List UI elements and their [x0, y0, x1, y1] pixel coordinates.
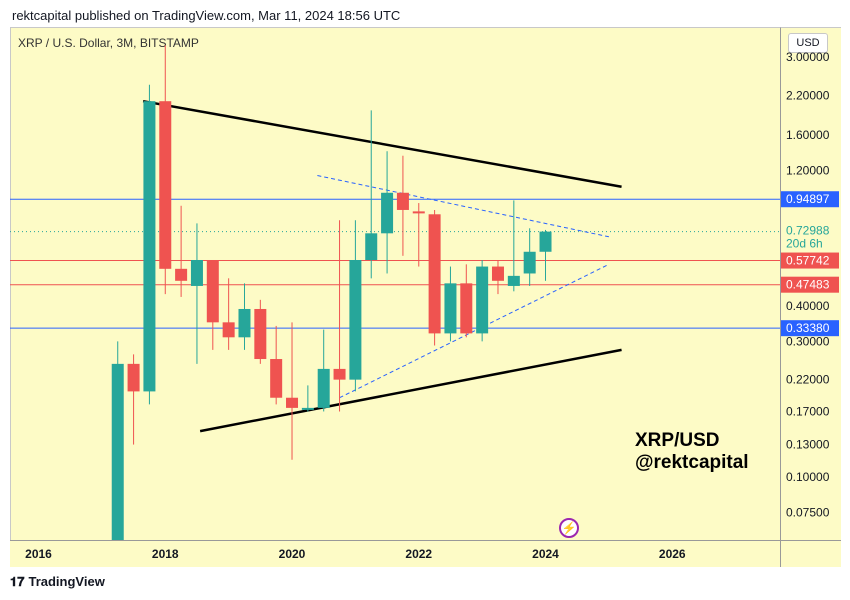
candle-body-15	[349, 259, 362, 380]
level-tag-0: 0.94897	[786, 192, 830, 206]
candle-body-4	[175, 268, 188, 281]
price-tick-7: 0.17000	[786, 404, 830, 418]
level-tag-bg-2	[781, 276, 839, 293]
candle-body-14	[333, 368, 346, 380]
level-tag-2: 0.47483	[786, 278, 830, 292]
candle-body-20	[428, 214, 441, 334]
price-tick-1: 2.20000	[786, 88, 830, 102]
candle-body-22	[460, 283, 473, 334]
tradingview-logo-icon: 𝟏𝟕	[10, 574, 25, 589]
resistance-trendline	[142, 99, 622, 188]
candle-body-5	[190, 259, 203, 286]
candle-body-6	[206, 259, 219, 323]
watermark-line2: @rektcapital	[635, 452, 749, 473]
candle-body-27	[539, 231, 552, 252]
candle-body-3	[159, 101, 172, 269]
chart-pane[interactable]	[10, 27, 781, 541]
candle-body-8	[238, 308, 251, 338]
candle-body-26	[523, 251, 536, 274]
countdown-tag: 20d 6h	[786, 237, 823, 251]
current-tag-bg	[781, 222, 839, 251]
triangle-upper-dashed	[317, 175, 609, 238]
candle-body-21	[444, 283, 457, 334]
candle-body-11	[286, 397, 299, 408]
level-tag-bg-1	[781, 252, 839, 269]
price-tick-4: 0.40000	[786, 299, 830, 313]
time-tick-1: 2018	[152, 547, 179, 561]
time-axis[interactable]	[10, 540, 780, 567]
candle-body-12	[301, 407, 314, 410]
price-tick-10: 0.07500	[786, 505, 830, 519]
triangle-lower-dashed	[339, 263, 610, 399]
price-tick-6: 0.22000	[786, 373, 830, 387]
support-trendline	[199, 348, 622, 433]
lightning-bolt-icon[interactable]: ⚡	[559, 518, 579, 538]
tradingview-footer[interactable]: 𝟏𝟕 TradingView	[10, 574, 105, 590]
level-tag-3: 0.33380	[786, 321, 830, 335]
candle-body-7	[222, 322, 235, 338]
candle-body-25	[507, 275, 520, 286]
time-tick-2: 2020	[279, 547, 306, 561]
candle-body-24	[491, 266, 504, 281]
level-tag-bg-3	[781, 320, 839, 337]
candle-body-9	[254, 308, 267, 360]
symbol-title: XRP / U.S. Dollar, 3M, BITSTAMP	[18, 36, 199, 50]
time-tick-5: 2026	[659, 547, 686, 561]
price-tick-9: 0.10000	[786, 470, 830, 484]
axis-corner	[780, 540, 841, 567]
level-tag-1: 0.57742	[786, 254, 830, 268]
candle-body-0	[111, 363, 124, 540]
time-tick-3: 2022	[405, 547, 432, 561]
currency-button[interactable]: USD	[788, 33, 828, 53]
candle-body-13	[317, 368, 330, 408]
price-tick-2: 1.60000	[786, 128, 830, 142]
watermark-line1: XRP/USD	[635, 430, 720, 451]
candle-body-17	[381, 192, 394, 234]
publish-header: rektcapital published on TradingView.com…	[12, 8, 401, 23]
candle-body-2	[143, 101, 156, 392]
candle-body-16	[365, 233, 378, 260]
time-tick-4: 2024	[532, 547, 559, 561]
candle-body-1	[127, 363, 140, 392]
price-tick-0: 3.00000	[786, 50, 830, 64]
price-tick-8: 0.13000	[786, 438, 830, 452]
candle-body-10	[270, 359, 283, 398]
candle-body-23	[476, 266, 489, 334]
price-tick-3: 1.20000	[786, 163, 830, 177]
current-price-tag: 0.72988	[786, 224, 830, 238]
price-tick-5: 0.30000	[786, 334, 830, 348]
watermark-text: XRP/USD @rektcapital	[635, 430, 749, 474]
time-tick-0: 2016	[25, 547, 52, 561]
footer-brand: TradingView	[28, 574, 105, 589]
level-tag-bg-0	[781, 191, 839, 208]
candle-body-18	[396, 192, 409, 210]
candle-body-19	[412, 211, 425, 214]
